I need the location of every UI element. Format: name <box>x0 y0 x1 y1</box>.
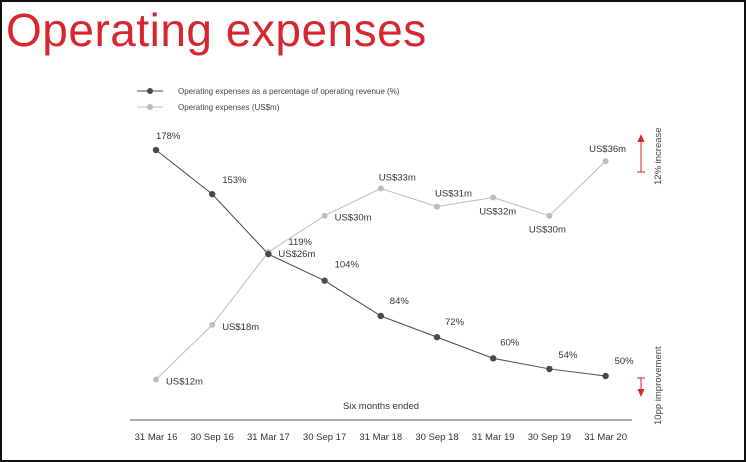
opex-point <box>321 212 328 219</box>
increase-arrow-head <box>637 134 645 142</box>
pct-point <box>490 355 497 362</box>
opex-point <box>377 185 384 192</box>
x-tick-label: 31 Mar 19 <box>472 432 515 443</box>
x-tick-label: 30 Sep 18 <box>415 432 458 443</box>
x-tick-label: 31 Mar 17 <box>247 432 290 443</box>
pct-data-label: 104% <box>335 260 360 271</box>
opex-point <box>153 376 159 383</box>
page-title: Operating expenses <box>6 4 427 56</box>
legend-marker-pct <box>147 88 153 94</box>
pct-point <box>321 277 328 284</box>
legend-label-pct: Operating expenses as a percentage of op… <box>178 87 400 96</box>
opex-data-label: US$36m <box>589 144 626 155</box>
annotation-improvement: 10pp improvement <box>637 346 664 425</box>
pct-data-label: 153% <box>222 175 247 186</box>
annotation-increase-text: 12% increase <box>653 127 664 185</box>
x-axis-title: Six months ended <box>343 401 419 412</box>
pct-data-label: 50% <box>615 356 635 367</box>
pct-data-label: 119% <box>288 237 312 248</box>
legend-label-opex: Operating expenses (US$m) <box>178 103 280 112</box>
x-tick-label: 30 Sep 19 <box>528 432 571 443</box>
x-tick-labels: 31 Mar 16 30 Sep 16 31 Mar 17 30 Sep 17 31 M… <box>135 432 627 443</box>
x-tick-label: 31 Mar 18 <box>359 432 402 443</box>
pct-data-label: 54% <box>558 350 578 361</box>
pct-data-label: 72% <box>445 317 465 328</box>
opex-point <box>546 212 553 219</box>
improvement-arrow-head <box>637 389 645 397</box>
pct-data-label: 84% <box>390 296 410 307</box>
annotation-improvement-text: 10pp improvement <box>653 346 664 425</box>
opex-point <box>209 321 216 328</box>
opex-data-label: US$30m <box>529 225 566 236</box>
opex-point <box>434 203 440 210</box>
pct-point <box>265 250 272 258</box>
opex-data-label: US$31m <box>435 189 472 200</box>
pct-point <box>377 312 384 320</box>
pct-point <box>433 333 441 341</box>
opex-line <box>155 160 606 380</box>
opex-point <box>490 194 497 201</box>
opex-data-label: US$30m <box>335 213 372 224</box>
annotation-increase: 12% increase <box>637 127 664 185</box>
opex-point <box>602 158 609 165</box>
pct-point <box>546 365 553 373</box>
opex-data-label: US$12m <box>166 377 203 388</box>
chart-legend: Operating expenses as a percentage of op… <box>137 87 400 112</box>
opex-data-label: US$33m <box>379 172 416 183</box>
legend-marker-opex <box>147 104 153 110</box>
pct-point <box>209 190 216 198</box>
series-pct: 178% 153% 119% 104% 84% 72% 60% 54% 50% <box>152 131 635 380</box>
pct-data-label: 60% <box>500 337 520 348</box>
x-tick-label: 30 Sep 16 <box>191 432 234 443</box>
pct-data-label: 178% <box>156 131 181 142</box>
x-tick-label: 30 Sep 17 <box>303 432 346 443</box>
x-tick-label: 31 Mar 20 <box>584 432 627 443</box>
opex-data-label: US$18m <box>222 322 259 333</box>
pct-point <box>152 146 160 154</box>
pct-point <box>602 372 609 380</box>
opex-data-label: US$26m <box>278 249 315 260</box>
x-tick-label: 31 Mar 16 <box>135 432 178 443</box>
opex-data-label: US$32m <box>479 207 516 218</box>
